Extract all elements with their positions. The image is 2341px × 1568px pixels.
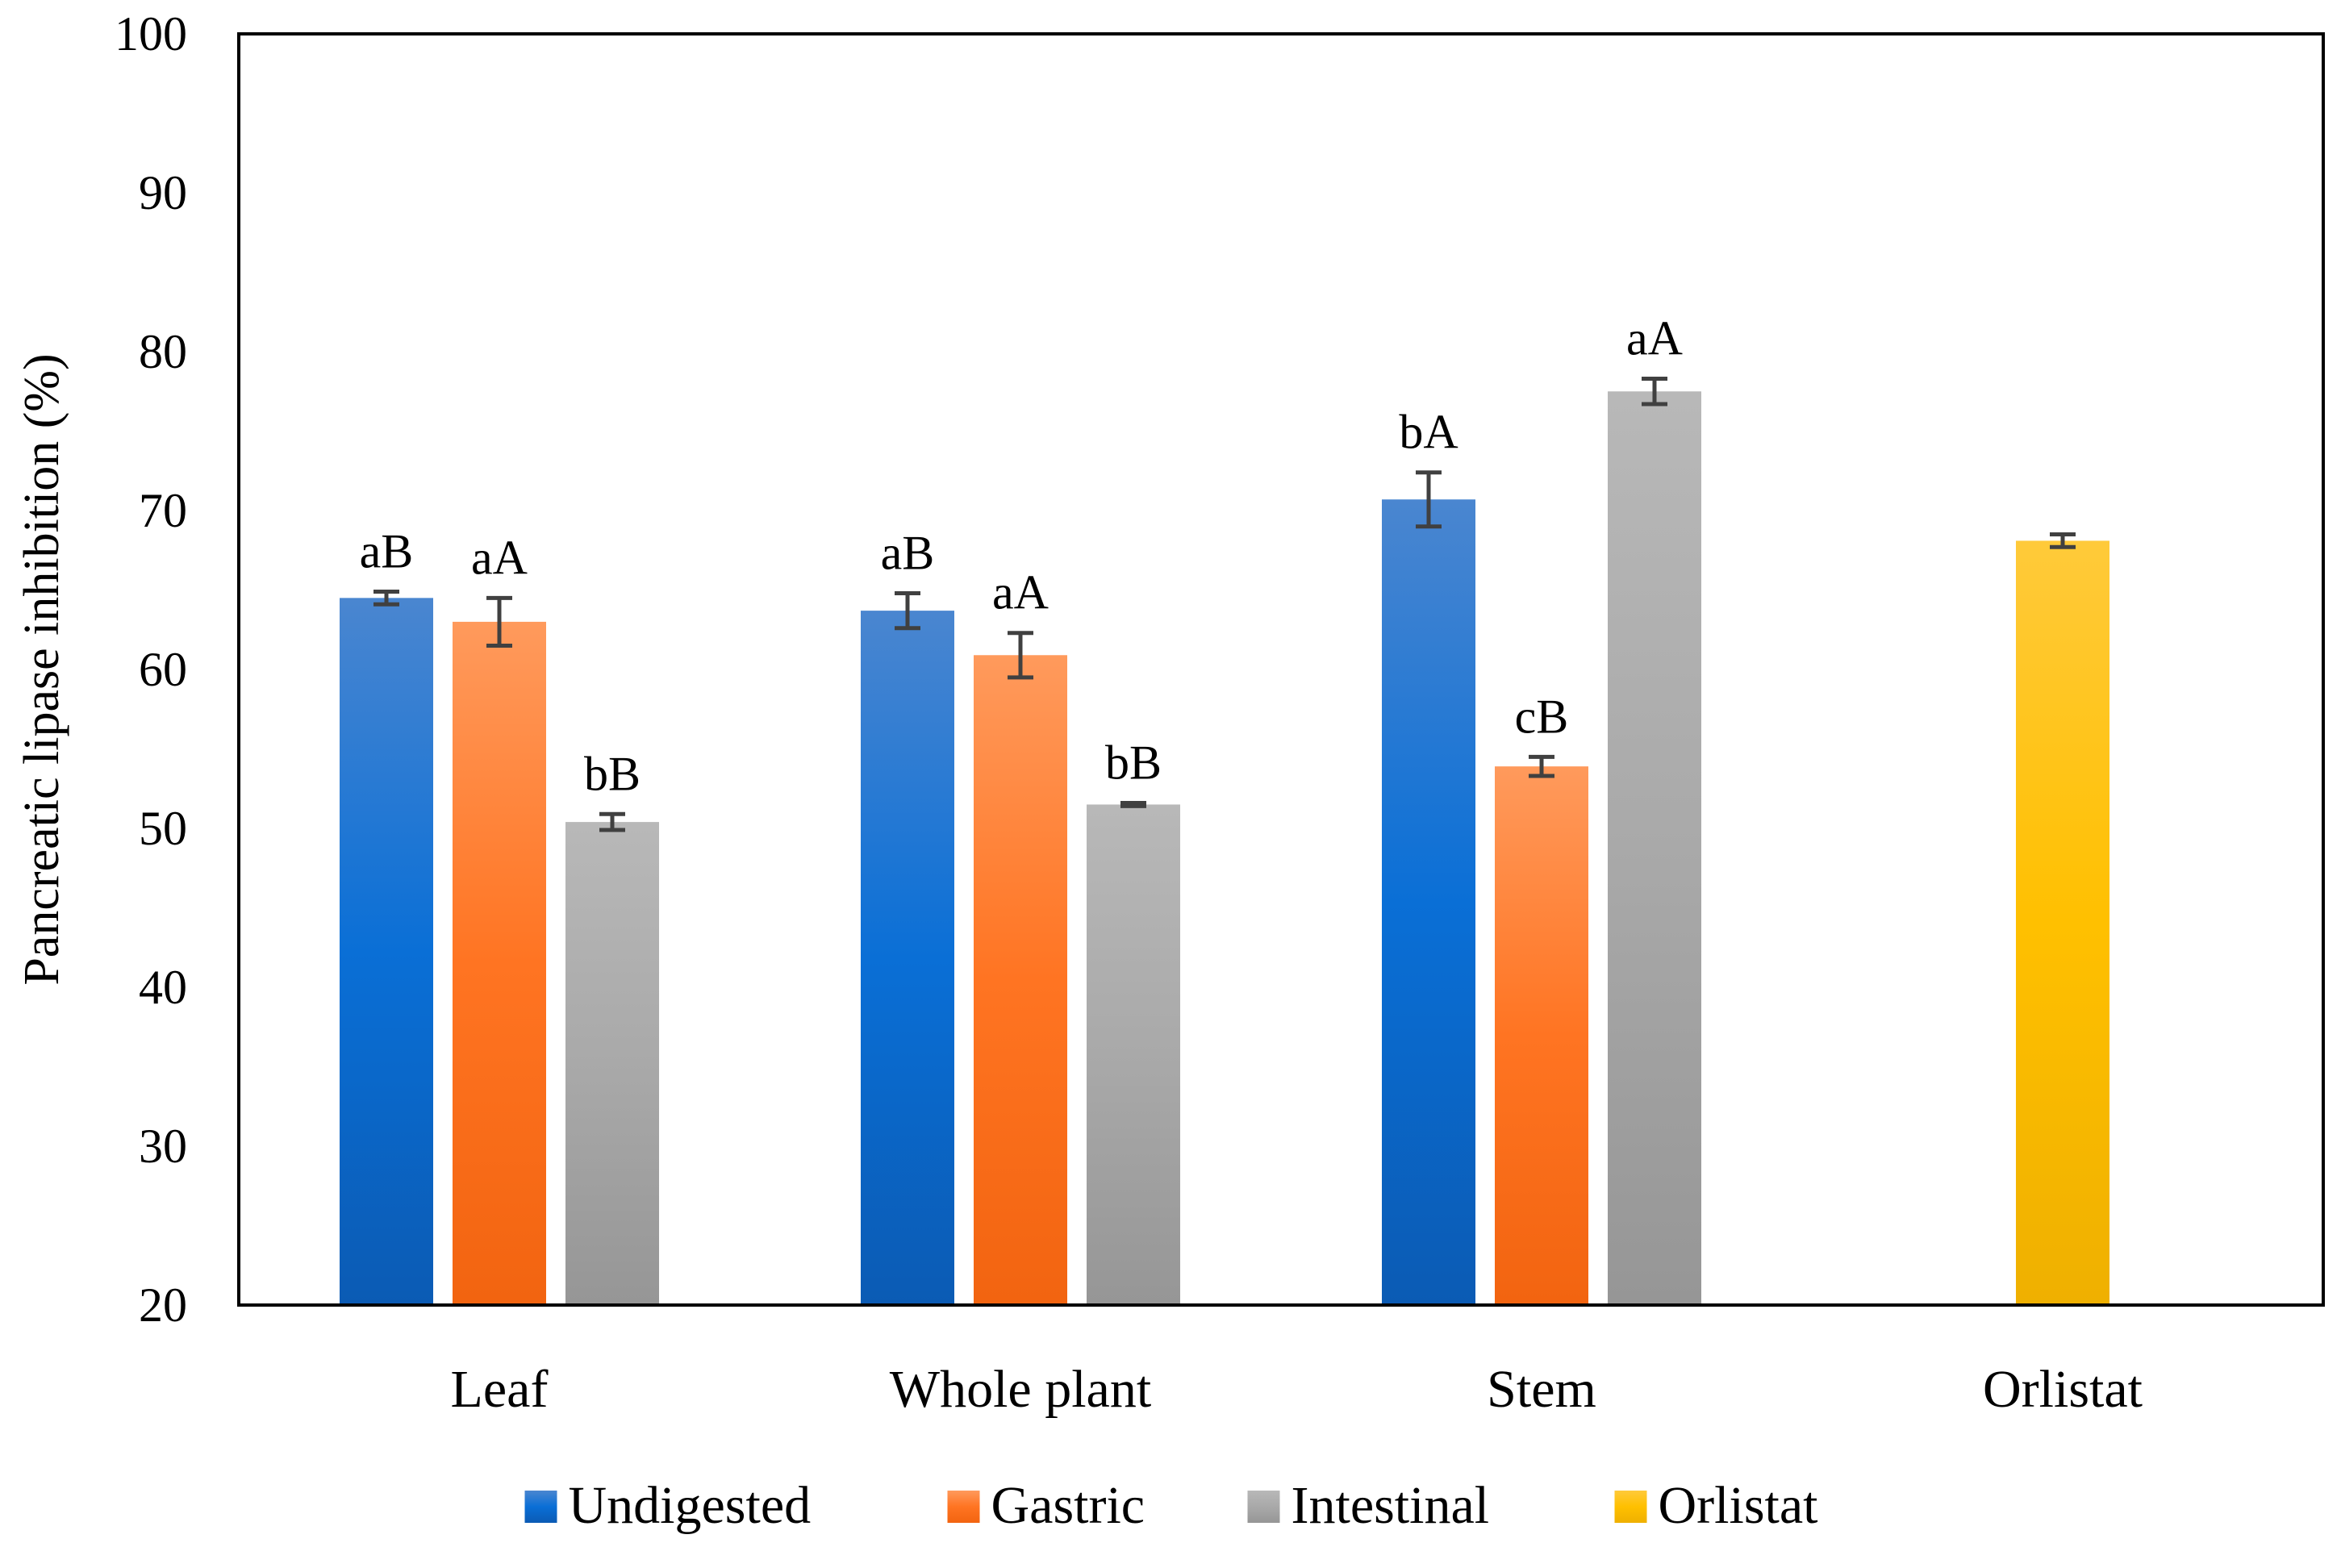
error-bar-stem-undigested — [1416, 470, 1442, 529]
bar-orlistat-orlistat — [2016, 540, 2109, 1305]
legend: Undigested Gastric Intestinal Orlistat — [524, 1476, 1818, 1535]
legend-swatch-undigested — [524, 1491, 557, 1523]
legend-swatch-orlistat — [1614, 1491, 1647, 1523]
error-bar-whole-plant-intestinal — [1120, 800, 1146, 808]
y-tick-label-70: 70 — [139, 484, 187, 537]
x-category-label-orlistat: Orlistat — [1983, 1360, 2143, 1419]
y-tick-label-40: 40 — [139, 961, 187, 1014]
significance-label-whole-plant-undigested: aB — [881, 526, 935, 579]
legend-label-gastric: Gastric — [991, 1476, 1145, 1535]
error-bar-stem-gastric — [1529, 754, 1554, 778]
bar-leaf-intestinal — [565, 822, 659, 1305]
significance-label-stem-gastric: cB — [1515, 690, 1569, 743]
x-category-label-stem: Stem — [1487, 1360, 1596, 1419]
y-axis-ticks: 20 30 40 50 60 70 80 90 100 — [115, 7, 187, 1332]
error-bar-stem-intestinal — [1642, 376, 1667, 407]
significance-label-whole-plant-gastric: aA — [992, 566, 1049, 619]
bars-layer — [340, 391, 2109, 1305]
legend-swatch-intestinal — [1247, 1491, 1280, 1523]
error-bar-whole-plant-gastric — [1008, 631, 1033, 680]
error-bars-layer — [373, 376, 2076, 832]
bar-stem-undigested — [1382, 499, 1475, 1305]
bar-whole-plant-intestinal — [1087, 804, 1180, 1305]
y-tick-label-60: 60 — [139, 643, 187, 696]
y-tick-label-30: 30 — [139, 1120, 187, 1173]
error-bar-whole-plant-undigested — [895, 590, 920, 631]
y-tick-label-80: 80 — [139, 325, 187, 378]
plot-frame — [237, 32, 2325, 1307]
y-tick-label-50: 50 — [139, 802, 187, 855]
legend-label-undigested: Undigested — [569, 1476, 812, 1535]
legend-swatch-gastric — [947, 1491, 980, 1523]
significance-label-whole-plant-intestinal: bB — [1105, 736, 1162, 789]
y-tick-label-20: 20 — [139, 1278, 187, 1332]
error-bar-leaf-gastric — [486, 595, 512, 648]
bar-stem-intestinal — [1608, 391, 1701, 1305]
y-tick-label-100: 100 — [115, 7, 187, 60]
error-bar-orlistat-orlistat — [2050, 532, 2076, 549]
significance-label-leaf-intestinal: bB — [584, 747, 641, 800]
x-category-label-leaf: Leaf — [451, 1360, 549, 1419]
y-axis-title: Pancreatic lipase inhibition (%) — [15, 353, 69, 985]
significance-label-leaf-undigested: aB — [360, 524, 414, 578]
significance-labels-layer: aB aA bB aB aA bB bA cB aA — [360, 311, 1683, 800]
bar-leaf-gastric — [453, 621, 546, 1305]
bar-stem-gastric — [1495, 766, 1588, 1305]
significance-label-stem-undigested: bA — [1399, 406, 1458, 459]
significance-label-leaf-gastric: aA — [471, 531, 528, 584]
significance-label-stem-intestinal: aA — [1626, 311, 1683, 365]
error-bar-leaf-intestinal — [599, 811, 625, 832]
legend-label-intestinal: Intestinal — [1292, 1476, 1490, 1535]
bar-whole-plant-gastric — [974, 655, 1067, 1305]
x-axis-categories: Leaf Whole plant Stem Orlistat — [451, 1360, 2143, 1419]
x-category-label-whole-plant: Whole plant — [890, 1360, 1151, 1419]
error-bar-leaf-undigested — [373, 589, 399, 607]
bar-whole-plant-undigested — [861, 611, 954, 1305]
y-tick-label-90: 90 — [139, 166, 187, 219]
legend-label-orlistat: Orlistat — [1659, 1476, 1818, 1535]
bar-leaf-undigested — [340, 598, 433, 1305]
